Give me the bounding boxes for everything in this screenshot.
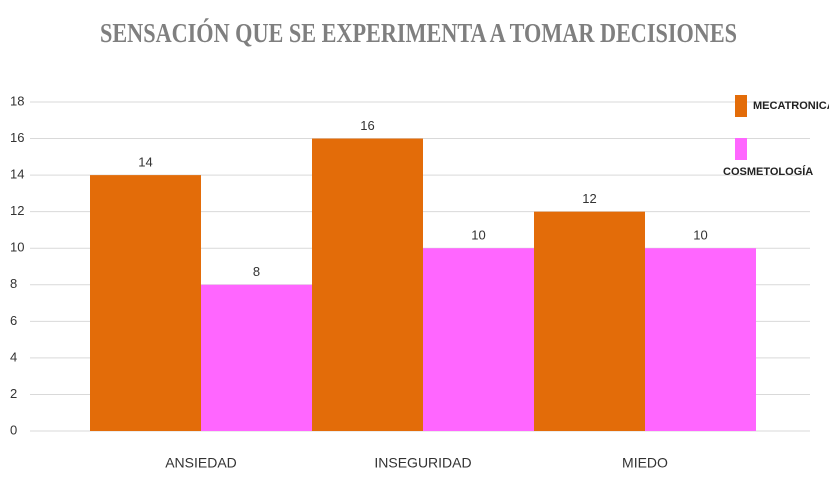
data-label: 12	[582, 191, 596, 206]
y-tick-label: 12	[10, 203, 24, 218]
y-tick-label: 14	[10, 167, 24, 182]
y-tick-label: 10	[10, 240, 24, 255]
y-tick-label: 2	[10, 386, 17, 401]
y-tick-label: 4	[10, 349, 17, 364]
data-label: 14	[138, 155, 152, 170]
y-tick-label: 16	[10, 130, 24, 145]
bar	[312, 138, 423, 432]
data-label: 10	[693, 228, 707, 243]
data-label: 16	[360, 118, 374, 133]
x-tick-label: MIEDO	[622, 455, 668, 471]
bar	[201, 284, 312, 431]
bar	[645, 248, 756, 431]
legend-label: COSMETOLOGÍA	[723, 165, 813, 178]
bar	[90, 175, 201, 431]
y-tick-label: 18	[10, 93, 24, 108]
y-tick-label: 0	[10, 422, 17, 437]
x-tick-label: INSEGURIDAD	[374, 455, 471, 471]
legend-label: MECATRONICA	[753, 100, 829, 112]
bar	[423, 248, 534, 431]
bar	[534, 211, 645, 431]
chart-title: SENSACIÓN QUE SE EXPERIMENTA A TOMAR DEC…	[100, 18, 737, 48]
x-tick-label: ANSIEDAD	[165, 455, 237, 471]
legend-swatch	[735, 95, 747, 117]
y-tick-label: 8	[10, 276, 17, 291]
legend-swatch	[735, 138, 747, 160]
data-label: 8	[253, 264, 260, 279]
data-label: 10	[471, 228, 485, 243]
y-tick-label: 6	[10, 313, 17, 328]
